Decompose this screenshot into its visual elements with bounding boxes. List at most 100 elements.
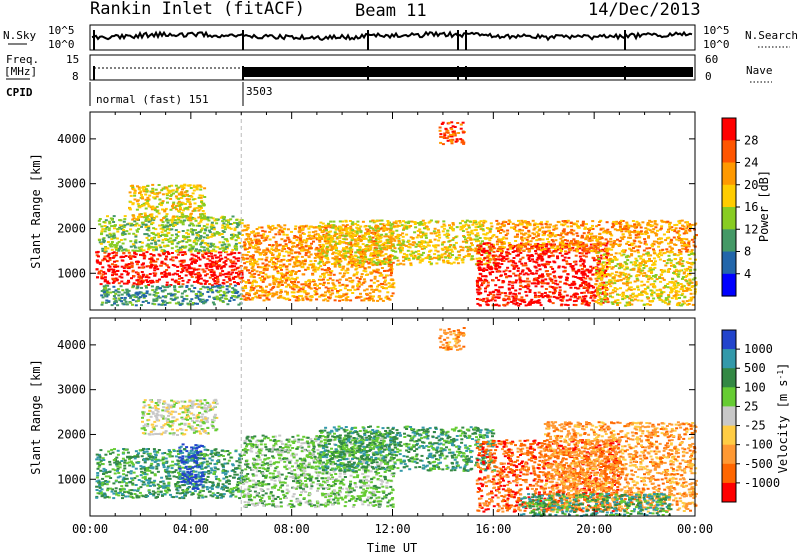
power-cells-cell bbox=[277, 260, 280, 262]
power-cells-cell bbox=[182, 230, 185, 232]
power-cells-cell bbox=[272, 282, 275, 284]
power-cells-cell bbox=[502, 304, 505, 306]
power-cells-cell bbox=[266, 249, 269, 251]
power-cells-cell bbox=[495, 263, 498, 265]
power-cells-cell bbox=[292, 278, 295, 280]
power-cells-cell bbox=[114, 300, 117, 302]
power-cells-cell bbox=[294, 251, 297, 253]
power-cells-cell bbox=[562, 266, 565, 268]
power-cells-cell bbox=[152, 300, 155, 302]
power-cells-cell bbox=[583, 265, 586, 267]
power-cells-cell bbox=[397, 260, 400, 262]
power-cells-cell bbox=[373, 255, 376, 257]
power-cells-cell bbox=[219, 241, 222, 243]
power-cells-cell bbox=[188, 264, 191, 266]
power-cells-cell bbox=[296, 256, 299, 258]
power-cells-cell bbox=[138, 283, 141, 285]
power-cells-cell bbox=[399, 263, 402, 265]
power-cells-cell bbox=[353, 275, 356, 277]
power-cells-cell bbox=[326, 246, 329, 248]
power-cells-cell bbox=[332, 279, 335, 281]
power-cells-cell bbox=[298, 270, 301, 272]
power-cells-cell bbox=[204, 242, 207, 244]
power-cells-cell bbox=[524, 291, 527, 293]
power-cells-cell bbox=[573, 294, 576, 296]
noise-axis-bottom-right: 10^0 bbox=[703, 38, 730, 51]
power-cells-cell bbox=[163, 226, 166, 228]
power-cells-cell bbox=[117, 294, 120, 296]
power-cells-cell bbox=[281, 250, 284, 252]
power-cells-cell bbox=[402, 256, 405, 258]
power-cells-cell bbox=[385, 274, 388, 276]
power-cells-cell bbox=[154, 273, 157, 275]
power-cells-cell bbox=[100, 275, 103, 277]
power-cells-cell bbox=[100, 226, 103, 228]
power-cells-cell bbox=[318, 227, 321, 229]
power-cells-cell bbox=[197, 291, 200, 293]
power-cells-cell bbox=[449, 134, 452, 136]
power-cells-cell bbox=[210, 289, 213, 291]
power-cells-cell bbox=[149, 262, 152, 264]
power-cells-cell bbox=[420, 243, 423, 245]
power-cells-cell bbox=[190, 298, 193, 300]
power-cells-cell bbox=[281, 297, 284, 299]
power-cells-cell bbox=[171, 247, 174, 249]
power-cells-cell bbox=[226, 273, 229, 275]
power-cells-cell bbox=[475, 223, 478, 225]
power-cells-cell bbox=[185, 264, 188, 266]
power-cells-cell bbox=[502, 257, 505, 259]
power-cells-cell bbox=[479, 237, 482, 239]
power-cells-cell bbox=[175, 229, 178, 231]
power-cells-cell bbox=[198, 225, 201, 227]
power-cells-cell bbox=[355, 234, 358, 236]
nsky-label: N.Sky bbox=[3, 29, 36, 42]
power-cells-cell bbox=[527, 284, 530, 286]
power-cells-cell bbox=[339, 272, 342, 274]
power-cells-cell bbox=[275, 241, 278, 243]
power-cells-cell bbox=[493, 251, 496, 253]
power-cells-cell bbox=[101, 266, 104, 268]
power-cells-cell bbox=[189, 244, 192, 246]
power-cells-cell bbox=[191, 276, 194, 278]
power-cells-cell bbox=[365, 293, 368, 295]
power-cells-cell bbox=[152, 249, 155, 251]
power-cells-cell bbox=[582, 276, 585, 278]
power-cells-cell bbox=[193, 281, 196, 283]
power-cells-cell bbox=[279, 267, 282, 269]
power-cells-cell bbox=[112, 221, 115, 223]
power-cells-cell bbox=[439, 127, 442, 129]
power-cells-cell bbox=[229, 218, 232, 220]
power-cells-cell bbox=[467, 234, 470, 236]
power-cells-cell bbox=[173, 289, 176, 291]
power-cells-cell bbox=[295, 299, 298, 301]
power-cells-cell bbox=[564, 257, 567, 259]
power-cells-cell bbox=[605, 245, 608, 247]
power-cells-cell bbox=[505, 276, 508, 278]
power-cells-cell bbox=[211, 269, 214, 271]
power-cells-cell bbox=[132, 214, 135, 216]
power-cells-cell bbox=[444, 257, 447, 259]
power-cells-cell bbox=[114, 224, 117, 226]
power-cells-cell bbox=[562, 296, 565, 298]
power-cells-cell bbox=[292, 285, 295, 287]
power-cells-cell bbox=[494, 284, 497, 286]
power-cells-cell bbox=[133, 188, 136, 190]
power-cells-cell bbox=[212, 302, 215, 304]
power-cells-cell bbox=[181, 251, 184, 253]
power-cells-cell bbox=[247, 241, 250, 243]
power-cells-cell bbox=[425, 225, 428, 227]
power-cells-cell bbox=[177, 210, 180, 212]
power-cells-cell bbox=[162, 193, 165, 195]
power-cells-cell bbox=[258, 242, 261, 244]
power-cells-cell bbox=[458, 251, 461, 253]
power-cells-cell bbox=[285, 245, 288, 247]
power-cells-cell bbox=[161, 285, 164, 287]
power-cells-cell bbox=[275, 267, 278, 269]
power-cells-cell bbox=[111, 219, 114, 221]
power-cells-cell bbox=[158, 244, 161, 246]
power-cells-cell bbox=[279, 264, 282, 266]
power-cells-cell bbox=[511, 285, 514, 287]
power-cells-cell bbox=[568, 284, 571, 286]
power-cells-cell bbox=[121, 303, 124, 305]
power-cells-cell bbox=[160, 250, 163, 252]
